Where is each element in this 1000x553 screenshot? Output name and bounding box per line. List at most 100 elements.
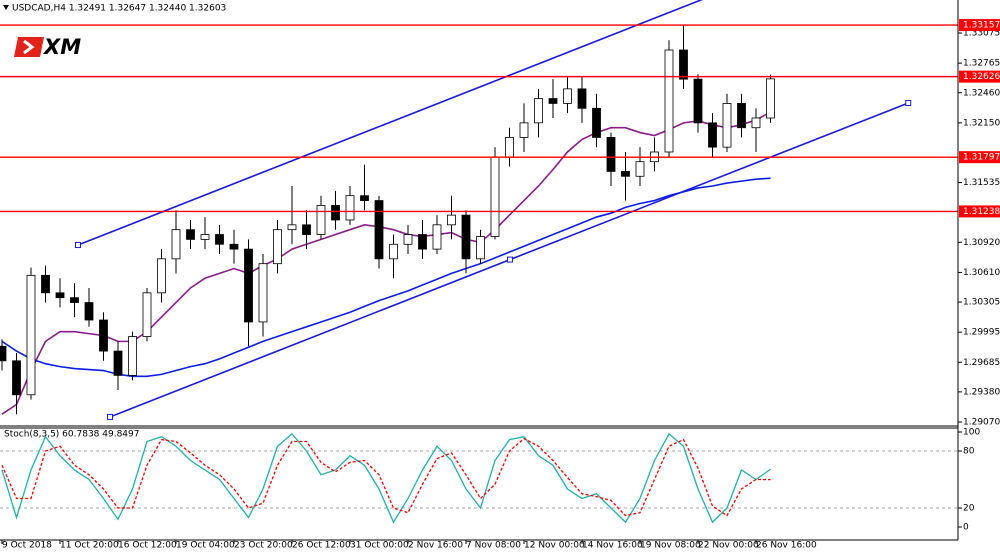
candle-body <box>142 292 152 337</box>
candle-body <box>505 137 514 158</box>
stoch-title: Stoch(8,3,5) 60.7838 49.8497 <box>4 430 139 440</box>
y-tick-label: 1.33075 <box>963 29 1000 39</box>
y-tick-label: 1.29995 <box>963 328 1000 338</box>
candle-body <box>766 78 775 119</box>
logo-mark <box>14 37 44 57</box>
x-tick-label: 26 Oct 12:00 <box>292 541 351 551</box>
trend-anchor <box>905 100 912 107</box>
candle-body <box>577 88 587 109</box>
candle-body <box>0 345 7 362</box>
candle-body <box>186 229 195 240</box>
candle-body <box>171 229 181 260</box>
x-tick-label: 31 Oct 00:00 <box>350 541 409 551</box>
candle-body <box>621 171 630 177</box>
candle-body <box>418 234 427 250</box>
trend-anchor <box>107 413 114 420</box>
candle-body <box>345 195 355 221</box>
x-tick-label: 2 Nov 16:00 <box>408 541 463 551</box>
candle-body <box>679 49 688 80</box>
candle-body <box>128 336 137 376</box>
candle-body <box>12 360 21 396</box>
candle-body <box>403 234 413 245</box>
candle-body <box>635 161 645 177</box>
candle-body <box>592 107 601 138</box>
stoch-pane <box>0 432 958 524</box>
trend-line <box>77 0 704 246</box>
x-tick-label: 14 Nov 16:00 <box>582 541 643 551</box>
candle-body <box>563 88 572 104</box>
moving-average <box>1 177 771 378</box>
candle-body <box>708 122 717 148</box>
x-tick-label: 26 Nov 16:00 <box>756 541 817 551</box>
logo: XM <box>14 35 81 59</box>
y-tick-label: 1.29685 <box>963 358 1000 368</box>
candle-body <box>200 234 210 240</box>
candle-body <box>476 236 485 260</box>
y-tick-label: 20 <box>963 503 975 513</box>
y-tick-label: 1.30305 <box>963 298 1000 308</box>
candle-body <box>84 302 94 321</box>
candle-body <box>389 243 398 260</box>
candle-body <box>229 243 239 250</box>
candle-body <box>316 205 326 235</box>
x-tick-label: 16 Oct 12:00 <box>118 541 177 551</box>
logo-text: XM <box>42 35 81 59</box>
y-tick-label: 1.32150 <box>963 118 1000 128</box>
trend-anchor <box>506 256 513 263</box>
logo-mark <box>23 39 35 55</box>
candle-body <box>693 78 703 124</box>
x-tick-label: 19 Oct 04:00 <box>176 541 235 551</box>
axes: 1.33075 1.32765 1.32460 1.32150 1.31535 1.309… <box>1 19 1000 551</box>
candle-body <box>287 224 297 231</box>
candle-body <box>258 263 268 323</box>
price-level-tag <box>959 70 1000 83</box>
x-tick-label: 7 Nov 08:00 <box>466 541 521 551</box>
candle-body <box>55 292 65 299</box>
price-pane <box>0 0 958 420</box>
candle-body <box>26 274 36 396</box>
x-tick-label: 9 Oct 2018 <box>2 541 52 551</box>
price-level-label: 1.32626 <box>963 72 1000 82</box>
candle-body <box>360 195 369 201</box>
y-tick-label: 80 <box>963 446 975 456</box>
candle-body <box>751 117 761 129</box>
price-level-label: 1.33157 <box>963 21 1000 31</box>
candle-body <box>534 98 543 124</box>
trend-anchor <box>74 242 81 249</box>
candle-body <box>461 214 471 260</box>
y-tick-label: 1.31535 <box>963 178 1000 188</box>
candle-body <box>606 137 616 172</box>
x-tick-label: 11 Oct 20:00 <box>60 541 119 551</box>
candle-body <box>664 49 674 153</box>
y-tick-label: 1.29380 <box>963 387 1000 397</box>
candle-body <box>548 98 558 104</box>
candle-body <box>490 156 500 237</box>
candle-body <box>41 274 50 294</box>
candle-body <box>70 297 79 303</box>
candle-body <box>215 234 224 245</box>
candle-body <box>157 258 166 294</box>
candle-body <box>432 224 442 250</box>
candle-body <box>113 350 123 376</box>
candle-body <box>331 205 340 221</box>
x-tick-label: 23 Oct 20:00 <box>234 541 293 551</box>
candle-body <box>737 103 746 129</box>
y-tick-label: 1.32765 <box>963 59 1000 69</box>
candle-body <box>99 319 108 352</box>
y-tick-label: 1.30920 <box>963 238 1000 248</box>
stoch-line <box>1 432 771 524</box>
stoch-line <box>1 437 771 517</box>
candle-body <box>722 103 732 148</box>
candle-body <box>302 224 311 235</box>
candle-body <box>273 229 282 265</box>
price-level-label: 1.31797 <box>963 153 1000 163</box>
x-tick-label: 22 Nov 00:00 <box>698 541 759 551</box>
candle-body <box>244 248 253 323</box>
x-tick-label: 12 Nov 00:00 <box>524 541 585 551</box>
chart-title: USDCAD,H4 1.32491 1.32647 1.32440 1.3260… <box>12 4 226 14</box>
menu-arrow[interactable] <box>3 5 9 10</box>
price-level-tag <box>959 205 1000 218</box>
candle-body <box>519 122 529 138</box>
